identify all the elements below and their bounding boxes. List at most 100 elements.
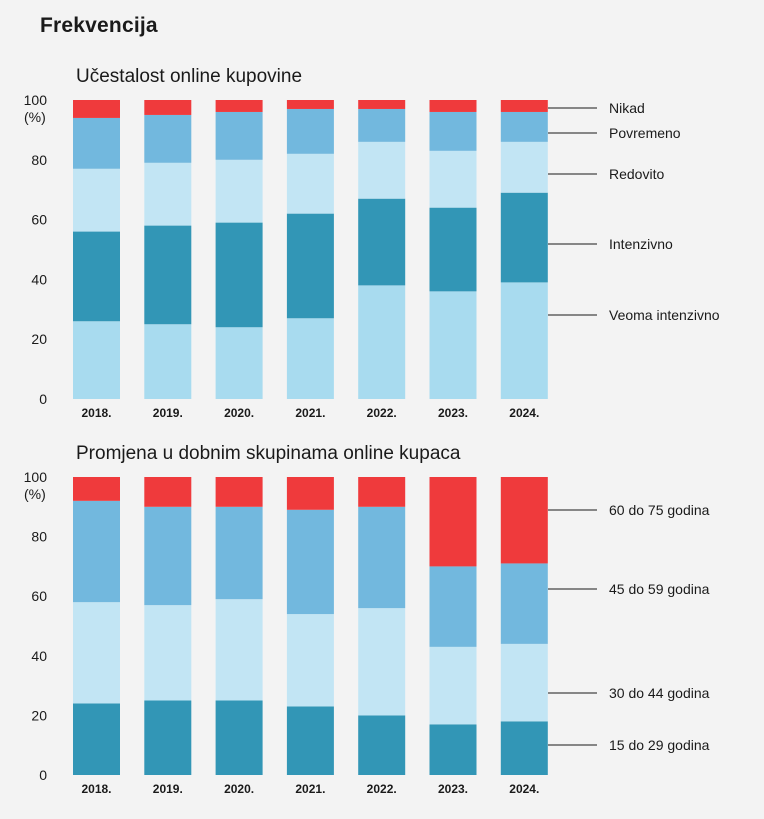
chart2-bar-30-do-44-godina-2023 [429,646,477,725]
chart1-xtick: 2020. [224,406,254,420]
chart2-xtick: 2019. [153,782,183,796]
chart2-bar-15-do-29-godina-2021 [286,706,334,775]
chart2-bar-30-do-44-godina-2021 [286,614,334,707]
chart2-bar-45-do-59-godina-2021 [286,509,334,615]
chart2-xtick: 2020. [224,782,254,796]
chart2-ylabel: (%) [24,486,46,502]
chart2-series-label-15-do-29-godina: 15 do 29 godina [609,737,710,753]
chart1-ytick: 40 [31,271,47,287]
chart1-xtick: 2019. [153,406,183,420]
chart2-series-label-45-do-59-godina: 45 do 59 godina [609,581,710,597]
chart1-bar-intenzivno-2022 [358,198,406,286]
chart1-series-label-veoma-intenzivno: Veoma intenzivno [609,307,720,323]
chart1-xtick: 2018. [81,406,111,420]
chart1-bar-intenzivno-2023 [429,207,477,292]
chart1-bar-povremeno-2022 [358,108,406,142]
chart1-title: Učestalost online kupovine [76,66,303,87]
chart2-ytick: 100 [24,469,48,485]
chart1-series-label-nikad: Nikad [609,100,645,116]
chart1-bar-nikad-2024 [500,100,548,112]
chart2-bar-15-do-29-godina-2020 [215,700,263,775]
chart2-bar-15-do-29-godina-2024 [500,721,548,775]
chart1-bar-nikad-2020 [215,100,263,112]
chart2-bar-60-do-75-godina-2019 [144,477,192,507]
chart2-xtick: 2023. [438,782,468,796]
chart1-bar-redovito-2024 [500,141,548,193]
chart1-bar-redovito-2022 [358,141,406,199]
chart1-plot: 0 20 40 60 80 100(%) 2018. 2019. 2020. 2021. 2022.… [24,92,720,420]
section-title: Frekvencija [40,14,158,37]
chart1-bar-nikad-2018 [73,100,120,118]
chart1-xtick: 2021. [295,406,325,420]
chart2-bar-15-do-29-godina-2022 [358,715,406,775]
chart2-ytick: 0 [39,767,47,783]
chart1-bar-veoma-intenzivno-2020 [215,327,263,399]
chart1-bar-povremeno-2024 [500,111,548,142]
chart2-xtick: 2024. [509,782,539,796]
chart1-ytick: 20 [31,331,47,347]
chart1-series-label-povremeno: Povremeno [609,125,681,141]
chart1-bar-veoma-intenzivno-2018 [73,321,120,399]
chart2-bar-15-do-29-godina-2018 [73,703,120,775]
chart2-ytick: 60 [31,588,47,604]
chart2-bar-60-do-75-godina-2021 [286,477,334,510]
chart2-xtick: 2021. [295,782,325,796]
chart1-ytick: 100 [24,92,48,108]
chart1-ytick: 60 [31,212,47,228]
chart2-bar-30-do-44-godina-2024 [500,643,548,722]
chart2-xtick: 2018. [81,782,111,796]
chart2-bar-45-do-59-godina-2024 [500,563,548,644]
chart1-bar-veoma-intenzivno-2021 [286,318,334,399]
chart2-bar-30-do-44-godina-2022 [358,608,406,716]
chart2-bar-15-do-29-godina-2023 [429,724,477,775]
chart2-bar-60-do-75-godina-2023 [429,477,477,567]
chart2-bar-60-do-75-godina-2020 [215,477,263,507]
chart2-series-label-30-do-44-godina: 30 do 44 godina [609,685,710,701]
chart1-bar-povremeno-2023 [429,111,477,151]
chart2-bar-30-do-44-godina-2018 [73,602,120,704]
chart2-bar-45-do-59-godina-2018 [73,500,120,603]
chart1-bar-veoma-intenzivno-2022 [358,285,406,399]
chart2-xtick: 2022. [367,782,397,796]
chart1-bar-povremeno-2021 [286,108,334,154]
chart2-bar-30-do-44-godina-2020 [215,599,263,701]
chart2-bar-45-do-59-godina-2023 [429,566,477,647]
chart1-xtick: 2023. [438,406,468,420]
chart1-bar-intenzivno-2024 [500,192,548,283]
chart1-bar-veoma-intenzivno-2024 [500,282,548,399]
chart1-ytick: 0 [39,391,47,407]
chart1-bar-redovito-2019 [144,162,192,226]
chart1-series-label-intenzivno: Intenzivno [609,236,673,252]
chart2-ytick: 20 [31,707,47,723]
chart2-bar-60-do-75-godina-2022 [358,477,406,507]
chart1-bar-nikad-2019 [144,100,192,115]
chart1-series-label-redovito: Redovito [609,166,664,182]
chart1-bar-redovito-2018 [73,168,120,232]
chart2-bar-60-do-75-godina-2018 [73,477,120,501]
chart2-bar-30-do-44-godina-2019 [144,605,192,701]
chart1-bar-redovito-2020 [215,159,263,223]
chart2-bar-45-do-59-godina-2022 [358,506,406,609]
chart1-bar-veoma-intenzivno-2023 [429,291,477,399]
chart1-bar-veoma-intenzivno-2019 [144,324,192,399]
chart2-bar-45-do-59-godina-2019 [144,506,192,606]
chart2-ytick: 40 [31,648,47,664]
chart1-ylabel: (%) [24,109,46,125]
chart1-bar-povremeno-2019 [144,114,192,163]
chart2-bar-60-do-75-godina-2024 [500,477,548,564]
chart2-ytick: 80 [31,529,47,545]
chart1-bar-intenzivno-2018 [73,231,120,322]
chart1-ytick: 80 [31,152,47,168]
chart1-bar-povremeno-2020 [215,111,263,160]
chart1-bar-redovito-2021 [286,153,334,214]
chart1-bar-redovito-2023 [429,150,477,208]
chart1-xtick: 2022. [367,406,397,420]
chart2-bar-45-do-59-godina-2020 [215,506,263,600]
chart1-bar-intenzivno-2019 [144,225,192,325]
chart2-title: Promjena u dobnim skupinama online kupac… [76,443,461,464]
chart2-plot: 0 20 40 60 80 100(%) 2018. 2019. 2020. 2021. 2022.… [24,469,710,796]
chart2-bar-15-do-29-godina-2019 [144,700,192,775]
chart2-series-label-60-do-75-godina: 60 do 75 godina [609,502,710,518]
